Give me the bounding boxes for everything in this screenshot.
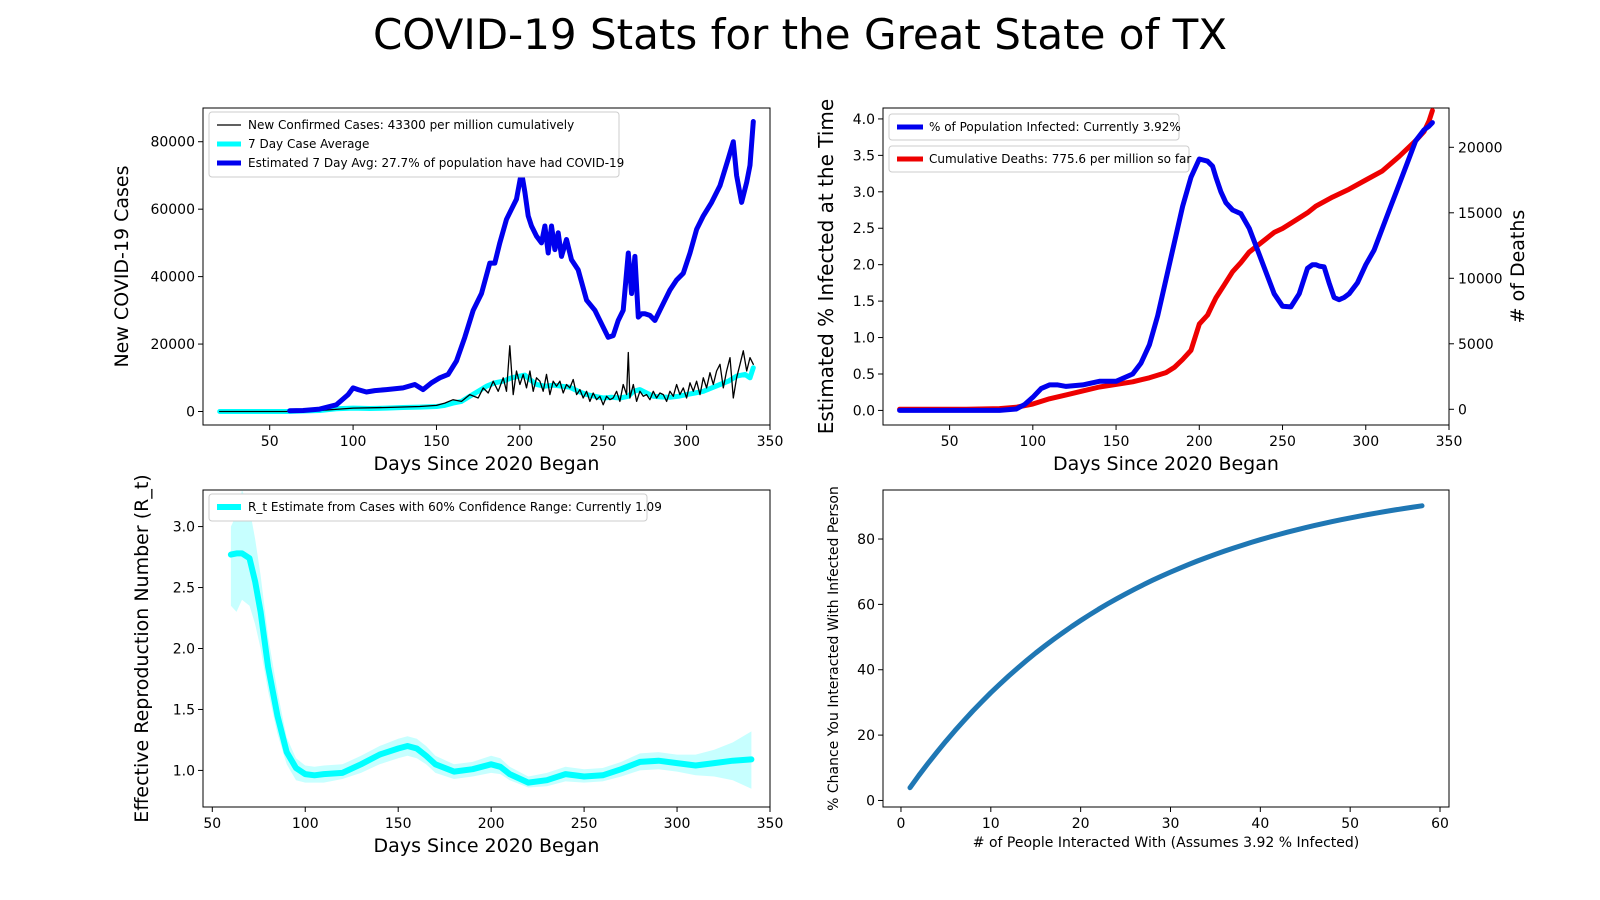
legend-box: [888, 113, 1180, 141]
series-line: [897, 108, 1435, 412]
x-axis-label: Days Since 2020 Began: [374, 453, 600, 475]
x-tick-label: 200: [478, 816, 505, 832]
y-tick-label: 2.0: [173, 642, 195, 658]
x-tick-label: 350: [757, 816, 784, 832]
legend: % of Population Infected: Currently 3.92…: [888, 113, 1181, 141]
x-axis-label: Days Since 2020 Began: [374, 835, 600, 857]
y-tick-label: 20: [857, 728, 875, 744]
x-tick-label: 300: [664, 816, 691, 832]
legend-entry: New Confirmed Cases: 43300 per million c…: [248, 118, 574, 132]
y2-tick-label: 15000: [1458, 206, 1503, 222]
y-tick-label: 2.5: [853, 221, 875, 237]
y-tick-label: 3.0: [173, 520, 195, 536]
y-tick-label: 0.5: [853, 367, 875, 383]
x-tick-label: 250: [571, 816, 598, 832]
y-tick-label: 1.0: [853, 331, 875, 347]
y-tick-label: 40: [857, 663, 875, 679]
y-tick-label: 0.0: [853, 403, 875, 419]
confidence-band: [230, 490, 752, 789]
x-tick-label: 50: [203, 816, 221, 832]
main-title: COVID-19 Stats for the Great State of TX: [372, 10, 1228, 59]
y-axis-label: New COVID-19 Cases: [111, 165, 133, 367]
legend-entry: 7 Day Case Average: [248, 137, 369, 151]
series-line: [907, 503, 1425, 791]
series-line: [219, 345, 754, 413]
y2-tick-label: 20000: [1458, 140, 1503, 156]
plot-frame: [882, 107, 1450, 426]
legend-box: [208, 111, 620, 178]
y-tick-label: 3.5: [853, 148, 875, 164]
y-axis-label: Effective Reproduction Number (R_t): [131, 474, 153, 822]
y2-tick-label: 0: [1458, 402, 1467, 418]
y-tick-label: 20000: [150, 337, 195, 353]
series-line: [217, 365, 756, 414]
x-tick-label: 10: [982, 816, 1000, 832]
y-tick-label: 0: [186, 405, 195, 421]
x-tick-label: 150: [423, 434, 450, 450]
x-tick-label: 50: [261, 434, 279, 450]
x-tick-label: 350: [1436, 434, 1463, 450]
y-tick-label: 3.0: [853, 185, 875, 201]
y-tick-label: 2.0: [853, 258, 875, 274]
y-tick-label: 1.0: [173, 763, 195, 779]
x-tick-label: 40: [1251, 816, 1269, 832]
y2-tick-label: 5000: [1458, 337, 1494, 353]
series-line: [897, 120, 1435, 413]
legend: New Confirmed Cases: 43300 per million c…: [208, 111, 624, 178]
plot-frame: [202, 107, 771, 426]
series-line: [227, 550, 755, 786]
legend-box: [888, 145, 1190, 173]
x-axis-label: Days Since 2020 Began: [1053, 453, 1279, 475]
x-tick-label: 20: [1072, 816, 1090, 832]
x-axis-label: # of People Interacted With (Assumes 3.9…: [973, 835, 1359, 851]
legend-entry: Cumulative Deaths: 775.6 per million so …: [929, 152, 1191, 166]
legend-entry: R_t Estimate from Cases with 60% Confide…: [248, 500, 662, 514]
plot-frame: [882, 489, 1450, 808]
y-tick-label: 60000: [150, 202, 195, 218]
series-line: [287, 119, 756, 414]
x-tick-label: 100: [340, 434, 367, 450]
x-tick-label: 350: [757, 434, 784, 450]
legend-box: [208, 493, 648, 522]
x-tick-label: 150: [385, 816, 412, 832]
y-tick-label: 1.5: [173, 702, 195, 718]
y-axis-label: % Chance You Interacted With Infected Pe…: [826, 486, 842, 811]
y-tick-label: 40000: [150, 270, 195, 286]
y-tick-label: 4.0: [853, 112, 875, 128]
y-tick-label: 1.5: [853, 294, 875, 310]
legend-entry: % of Population Infected: Currently 3.92…: [929, 120, 1181, 134]
x-tick-label: 300: [673, 434, 700, 450]
x-tick-label: 50: [1341, 816, 1359, 832]
y2-tick-label: 10000: [1458, 271, 1503, 287]
y-tick-label: 60: [857, 597, 875, 613]
y-tick-label: 80000: [150, 135, 195, 151]
x-tick-label: 250: [590, 434, 617, 450]
x-tick-label: 60: [1431, 816, 1449, 832]
x-tick-label: 50: [941, 434, 959, 450]
x-tick-label: 250: [1269, 434, 1296, 450]
legend: R_t Estimate from Cases with 60% Confide…: [208, 493, 662, 522]
y-tick-label: 2.5: [173, 581, 195, 597]
y2-axis-label: # of Deaths: [1507, 210, 1529, 324]
x-tick-label: 100: [292, 816, 319, 832]
x-tick-label: 200: [506, 434, 533, 450]
legend-entry: Estimated 7 Day Avg: 27.7% of population…: [248, 156, 624, 170]
x-tick-label: 100: [1019, 434, 1046, 450]
x-tick-label: 150: [1103, 434, 1130, 450]
y-tick-label: 0: [866, 793, 875, 809]
x-tick-label: 0: [897, 816, 906, 832]
legend: Cumulative Deaths: 775.6 per million so …: [888, 145, 1191, 173]
x-tick-label: 200: [1186, 434, 1213, 450]
x-tick-label: 30: [1162, 816, 1180, 832]
y-axis-label: Estimated % Infected at the Time: [814, 99, 838, 434]
x-tick-label: 300: [1352, 434, 1379, 450]
y-tick-label: 80: [857, 532, 875, 548]
